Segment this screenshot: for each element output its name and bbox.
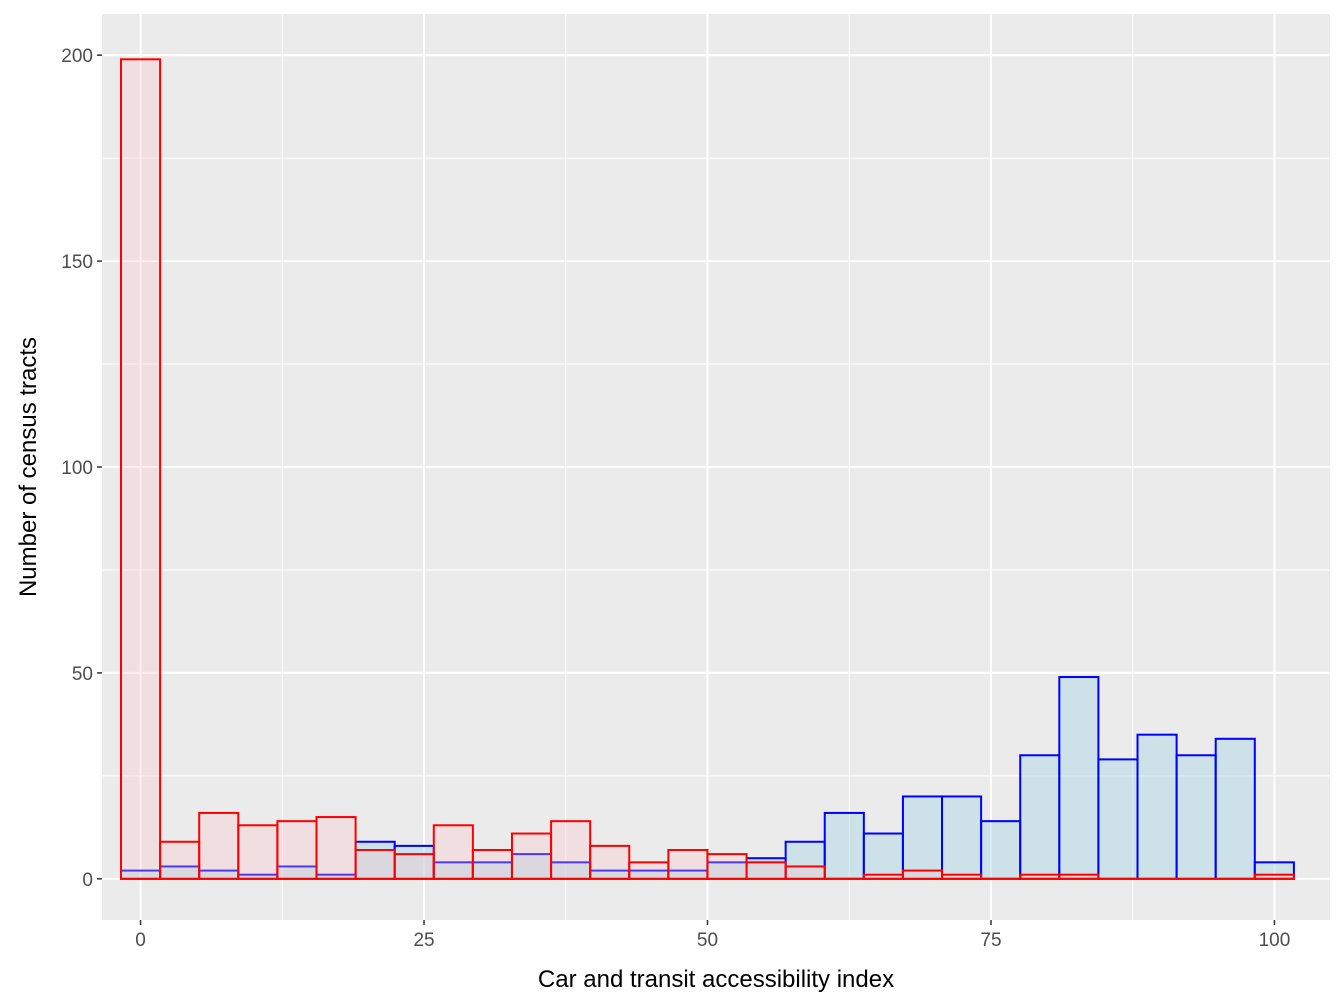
y-tick-label: 150 bbox=[61, 252, 93, 273]
x-tick-label: 25 bbox=[413, 930, 434, 951]
histogram-bar bbox=[198, 811, 240, 880]
histogram-bar bbox=[510, 832, 553, 880]
histogram-bar bbox=[471, 848, 513, 880]
histogram-bar bbox=[1019, 873, 1061, 880]
histogram-bar bbox=[276, 820, 318, 880]
x-tick-label: 75 bbox=[980, 930, 1001, 951]
histogram-bar bbox=[237, 824, 279, 880]
histogram-bar bbox=[393, 853, 435, 880]
histogram-bar bbox=[589, 844, 631, 880]
histogram-bar bbox=[354, 848, 396, 880]
histogram-bar bbox=[1097, 758, 1139, 880]
histogram-bar bbox=[862, 873, 904, 880]
histogram-bar bbox=[706, 853, 748, 880]
histogram-bar bbox=[1253, 873, 1295, 880]
x-axis: 0 25 50 75 100 bbox=[135, 920, 1290, 951]
x-tick-label: 100 bbox=[1259, 930, 1291, 951]
histogram-bar bbox=[941, 795, 983, 880]
histogram-bar bbox=[784, 865, 826, 880]
histogram-bar bbox=[120, 58, 162, 880]
histogram-bar bbox=[745, 861, 787, 880]
x-axis-title: Car and transit accessibility index bbox=[538, 966, 894, 993]
y-axis-title: Number of census tracts bbox=[15, 337, 42, 597]
histogram-bar bbox=[550, 820, 592, 880]
histogram-bar bbox=[628, 861, 670, 880]
histogram-bar bbox=[1019, 754, 1061, 880]
histogram-bar bbox=[862, 832, 904, 880]
histogram-bar bbox=[1214, 737, 1256, 880]
histogram-bar bbox=[667, 848, 709, 880]
histogram-bar bbox=[823, 811, 865, 880]
histogram-bar bbox=[315, 816, 357, 880]
y-tick-label: 50 bbox=[72, 664, 93, 685]
histogram-bar bbox=[1175, 754, 1217, 880]
histogram-bar bbox=[901, 795, 944, 880]
y-tick-label: 100 bbox=[61, 458, 93, 479]
y-tick-label: 200 bbox=[61, 46, 93, 67]
histogram-bar bbox=[980, 820, 1022, 880]
bars bbox=[120, 58, 1295, 880]
series-1 bbox=[120, 676, 1295, 880]
x-tick-label: 0 bbox=[135, 930, 146, 951]
histogram-bar bbox=[1058, 676, 1100, 880]
x-tick-label: 50 bbox=[697, 930, 718, 951]
y-axis: 0 50 100 150 200 bbox=[61, 46, 102, 891]
histogram-bar bbox=[1058, 873, 1100, 880]
histogram-bar bbox=[941, 873, 983, 880]
histogram-bar bbox=[159, 840, 201, 880]
histogram-bar bbox=[1136, 733, 1178, 880]
y-tick-label: 0 bbox=[82, 870, 93, 891]
series-2 bbox=[120, 58, 1295, 880]
histogram-bar bbox=[901, 869, 944, 880]
histogram-bar bbox=[432, 824, 474, 880]
